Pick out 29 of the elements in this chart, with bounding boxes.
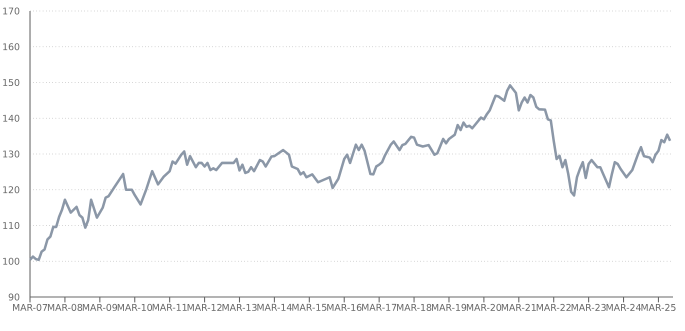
x-tick-label: MAR-24 — [606, 304, 641, 311]
x-tick-label: MAR-19 — [432, 304, 466, 311]
x-tick-label: MAR-08 — [48, 304, 82, 311]
x-tick-label: MAR-20 — [466, 304, 502, 311]
x-tick-label: MAR-13 — [222, 304, 257, 311]
x-tick-label: MAR-18 — [397, 304, 432, 311]
y-tick-label: 90 — [8, 293, 20, 301]
y-tick-label: 110 — [3, 222, 20, 230]
y-tick-label: 140 — [3, 114, 20, 122]
x-tick-label: MAR-16 — [327, 304, 362, 311]
x-tick-label: MAR-23 — [572, 304, 606, 311]
y-tick-label: 100 — [3, 258, 20, 265]
y-tick-label: 160 — [3, 43, 20, 50]
x-tick-label: MAR-09 — [82, 304, 118, 311]
x-tick-label: MAR-10 — [118, 304, 152, 311]
y-tick-label: 170 — [3, 7, 20, 15]
x-tick-label: MAR-14 — [257, 304, 292, 311]
x-tick-label: MAR-07 — [13, 304, 48, 311]
x-tick-label: MAR-17 — [362, 304, 396, 311]
x-tick-label: MAR-11 — [152, 304, 187, 311]
y-tick-label: 120 — [3, 186, 20, 194]
x-tick-label: MAR-12 — [188, 304, 222, 311]
x-tick-label: MAR-15 — [292, 304, 326, 311]
x-tick-label: MAR-22 — [536, 304, 571, 311]
y-tick-label: 130 — [3, 150, 20, 158]
x-tick-label: MAR-21 — [502, 304, 536, 311]
line-series — [28, 84, 672, 262]
y-tick-label: 150 — [3, 78, 20, 86]
x-tick-label: MAR-25 — [641, 304, 676, 311]
